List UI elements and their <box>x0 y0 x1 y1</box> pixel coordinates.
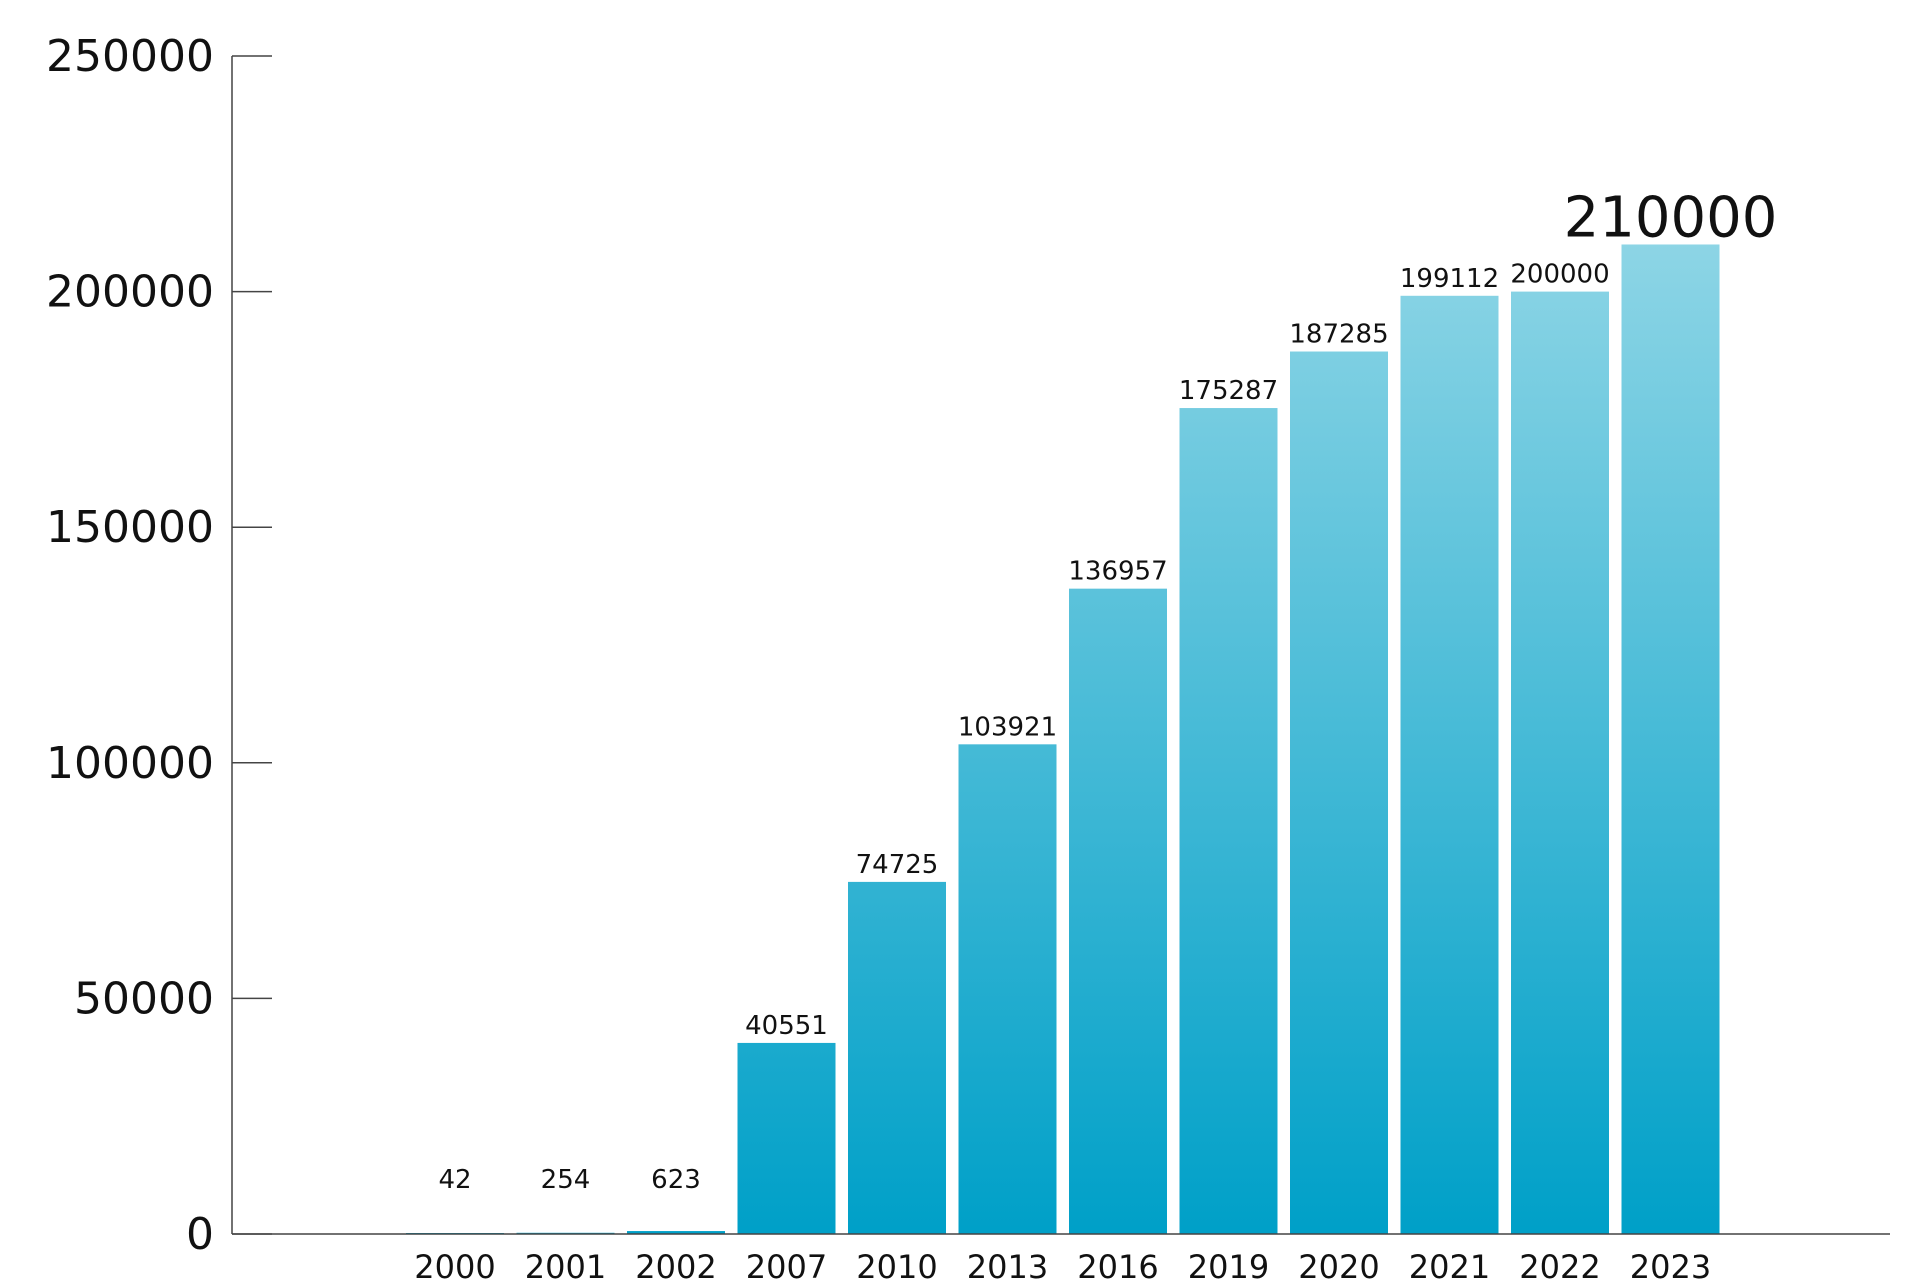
x-tick-label-2010: 2010 <box>856 1248 937 1280</box>
x-tick-label-2019: 2019 <box>1188 1248 1269 1280</box>
y-tick-label: 50000 <box>74 973 214 1024</box>
x-tick-label-2002: 2002 <box>635 1248 716 1280</box>
y-axis: 0 50000 100000 150000 200000 250000 <box>46 31 272 1260</box>
bar-2021 <box>1400 295 1499 1234</box>
data-label-2000: 42 <box>438 1165 471 1195</box>
bar-2019 <box>1179 408 1278 1234</box>
bar-2016 <box>1069 588 1167 1234</box>
data-label-2013: 103921 <box>958 712 1057 742</box>
data-label-2021: 199112 <box>1400 264 1499 294</box>
y-tick-label: 100000 <box>46 738 214 789</box>
x-tick-label-2007: 2007 <box>746 1248 827 1280</box>
y-tick-label: 0 <box>186 1209 214 1260</box>
data-label-2020: 187285 <box>1289 320 1388 350</box>
data-label-2019: 175287 <box>1179 376 1278 406</box>
bar-2002 <box>627 1231 725 1234</box>
x-axis: 2000 2001 2002 2007 2010 2013 2016 2019 2020 2021… <box>232 1233 1890 1285</box>
x-tick-label-2013: 2013 <box>967 1248 1048 1280</box>
bar-2010 <box>848 881 946 1234</box>
data-labels: 42 254 623 40551 74725 103921 136957 175287 1872… <box>438 185 1777 1195</box>
bars <box>406 244 1720 1235</box>
y-tick-label: 150000 <box>46 502 214 553</box>
data-label-2016: 136957 <box>1068 557 1167 587</box>
bar-2007 <box>737 1042 836 1234</box>
x-tick-label-2016: 2016 <box>1077 1248 1158 1280</box>
y-tick-label: 250000 <box>46 31 214 82</box>
x-tick-label-2021: 2021 <box>1409 1248 1490 1280</box>
data-label-2010: 74725 <box>856 850 939 880</box>
bar-2013 <box>958 744 1057 1234</box>
x-tick-label-2020: 2020 <box>1298 1248 1379 1280</box>
bar-2022 <box>1511 291 1609 1235</box>
x-tick-label-2001: 2001 <box>525 1248 606 1280</box>
x-tick-label-2000: 2000 <box>414 1248 495 1280</box>
y-tick-label: 200000 <box>46 267 214 318</box>
data-label-2007: 40551 <box>745 1011 828 1041</box>
data-label-highlight: 210000 <box>1564 185 1778 250</box>
data-label-2002: 623 <box>651 1165 701 1195</box>
x-tick-label-2022: 2022 <box>1519 1248 1600 1280</box>
data-label-2022: 200000 <box>1510 260 1609 290</box>
bar-2020 <box>1290 351 1388 1235</box>
bar-2023 <box>1621 244 1720 1235</box>
data-label-2001: 254 <box>541 1165 591 1195</box>
x-tick-label-2023: 2023 <box>1630 1248 1711 1280</box>
